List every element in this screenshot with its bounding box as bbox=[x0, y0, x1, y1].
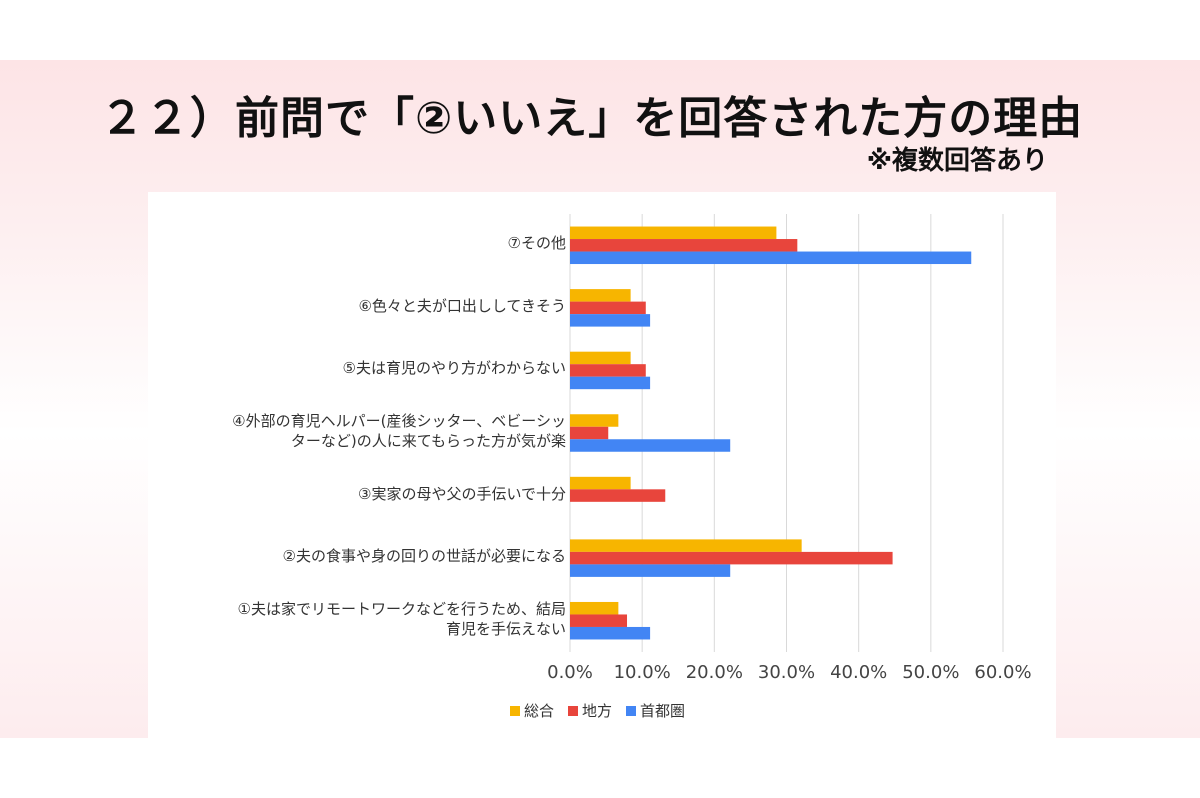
bar-地方-1 bbox=[570, 239, 798, 252]
category-label: ⑦その他 bbox=[146, 233, 566, 253]
bar-総合-6 bbox=[570, 539, 802, 552]
bar-総合-1 bbox=[570, 226, 777, 240]
chart-panel: ⑦その他 ⑥色々と夫が口出ししてきそう ⑤夫は育児のやり方がわからない ④外部の育児ヘ… bbox=[148, 192, 1056, 738]
bar-地方-4 bbox=[570, 426, 609, 440]
x-tick-label: 20.0% bbox=[685, 662, 743, 683]
bar-地方-5 bbox=[570, 489, 666, 502]
category-label-line: ③実家の母や父の手伝いで十分 bbox=[358, 484, 566, 503]
bar-総合-5 bbox=[570, 476, 631, 490]
bar-首都圏-2 bbox=[570, 314, 651, 327]
legend-item: 首都圏 bbox=[626, 700, 685, 721]
legend-label: 首都圏 bbox=[640, 702, 686, 720]
category-label-line: ②夫の食事や身の回りの世話が必要になる bbox=[282, 547, 566, 566]
bar-首都圏-3 bbox=[570, 376, 651, 390]
legend-label: 総合 bbox=[524, 702, 555, 720]
x-tick-label: 60.0% bbox=[974, 662, 1032, 683]
category-label: ②夫の食事や身の回りの世話が必要になる bbox=[146, 546, 566, 566]
subtitle-note: ※複数回答あり bbox=[866, 146, 1048, 176]
bar-地方-6 bbox=[570, 551, 893, 565]
x-tick-label: 10.0% bbox=[613, 662, 671, 683]
category-label: ⑤夫は育児のやり方がわからない bbox=[146, 358, 566, 378]
category-label-line: ⑥色々と夫が口出ししてきそう bbox=[358, 296, 566, 315]
x-tick-label: 30.0% bbox=[757, 662, 816, 683]
bar-地方-2 bbox=[570, 301, 646, 315]
bar-首都圏-6 bbox=[570, 564, 731, 577]
legend-swatch bbox=[626, 705, 637, 716]
category-label: ③実家の母や父の手伝いで十分 bbox=[146, 484, 566, 504]
category-label-line: ④外部の育児ヘルパー(産後シッター、ベビーシッ bbox=[232, 412, 566, 430]
category-label: ④外部の育児ヘルパー(産後シッター、ベビーシッターなど)の人に来てもらった方が気… bbox=[146, 411, 566, 451]
category-label-line: ⑦その他 bbox=[507, 234, 566, 253]
bar-地方-3 bbox=[570, 364, 646, 377]
legend-item: 地方 bbox=[568, 700, 612, 721]
category-label: ⑥色々と夫が口出ししてきそう bbox=[146, 296, 566, 316]
legend-swatch bbox=[510, 705, 520, 716]
bar-首都圏-4 bbox=[570, 439, 731, 452]
category-label-line: ①夫は家でリモートワークなどを行うため、結局 bbox=[237, 599, 566, 618]
category-label-line: ターなど)の人に来てもらった方が気が楽 bbox=[290, 432, 566, 450]
bar-総合-4 bbox=[570, 414, 619, 427]
bar-首都圏-1 bbox=[570, 251, 972, 265]
bar-首都圏-7 bbox=[570, 626, 651, 640]
x-tick-label: 40.0% bbox=[830, 662, 888, 683]
category-label: ①夫は家でリモートワークなどを行うため、結局 育児を手伝えない bbox=[146, 599, 566, 639]
bar-chart bbox=[569, 214, 1004, 652]
x-tick-label: 0.0% bbox=[547, 662, 593, 683]
legend-item: 総合 bbox=[510, 700, 554, 721]
category-label-line: ⑤夫は育児のやり方がわからない bbox=[342, 359, 566, 378]
x-tick-label: 50.0% bbox=[902, 662, 960, 683]
bar-総合-2 bbox=[570, 289, 631, 302]
legend-swatch bbox=[568, 705, 579, 716]
page-title: ２２）前問で「②いいえ」を回答された方の理由 bbox=[100, 93, 1084, 144]
chart-legend: 総合 地方 首都圏 bbox=[510, 700, 685, 721]
category-label-line: 育児を手伝えない bbox=[445, 619, 566, 638]
bar-総合-7 bbox=[570, 601, 619, 615]
legend-label: 地方 bbox=[582, 702, 613, 720]
bar-総合-3 bbox=[570, 351, 631, 365]
bar-地方-7 bbox=[570, 614, 628, 627]
